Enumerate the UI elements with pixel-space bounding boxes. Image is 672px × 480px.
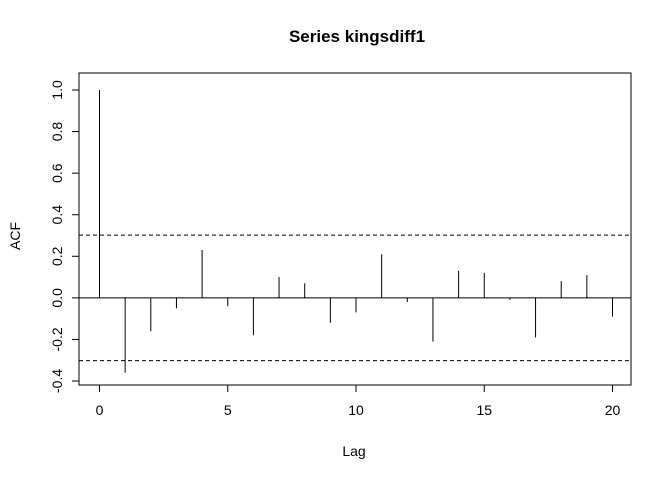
y-tick-label: -0.4	[49, 369, 65, 393]
x-tick-label: 0	[96, 402, 104, 418]
x-tick-label: 15	[476, 402, 492, 418]
y-tick-label: 0.8	[49, 122, 65, 142]
y-tick-label: 0.6	[49, 163, 65, 183]
chart-title: Series kingsdiff1	[289, 27, 425, 46]
plot-frame	[78, 72, 632, 386]
acf-spikes	[79, 90, 631, 373]
x-tick-label: 5	[224, 402, 232, 418]
x-axis-label: Lag	[342, 443, 365, 459]
x-tick-label: 10	[348, 402, 364, 418]
x-axis: 0 5 10 15 20	[96, 384, 621, 418]
y-tick-label: -0.2	[49, 327, 65, 351]
y-tick-label: 0.4	[49, 205, 65, 225]
confidence-bounds	[79, 234, 631, 362]
y-axis-label: ACF	[7, 222, 23, 250]
y-tick-label: 0.0	[49, 288, 65, 308]
y-axis: -0.4 -0.2 0.0 0.2 0.4 0.6 0.8 1.0	[49, 80, 80, 393]
y-tick-label: 1.0	[49, 80, 65, 100]
y-tick-label: 0.2	[49, 246, 65, 266]
x-tick-label: 20	[605, 402, 621, 418]
